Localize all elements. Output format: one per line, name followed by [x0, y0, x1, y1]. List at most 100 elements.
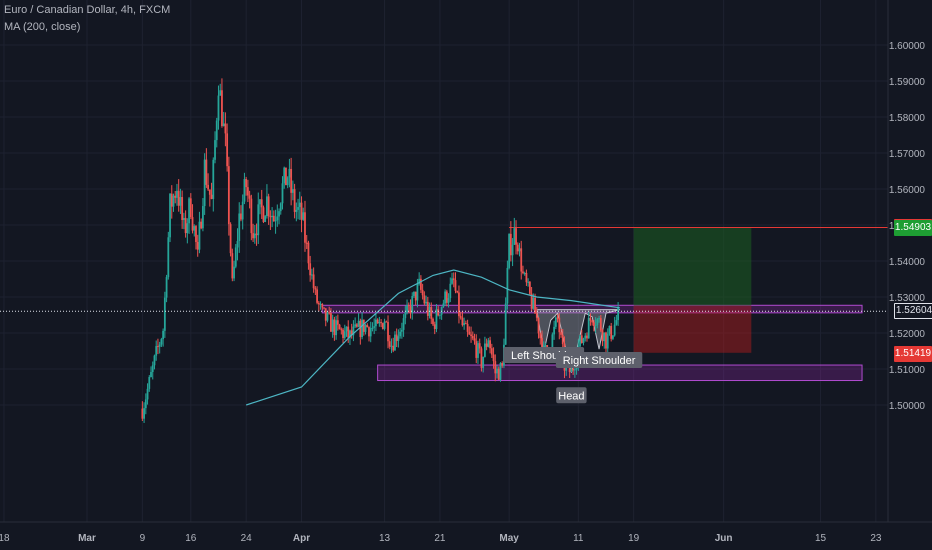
- candle-body: [570, 368, 573, 372]
- x-tick-label: Jun: [715, 533, 733, 544]
- candle-body: [385, 321, 388, 323]
- candle-body: [257, 204, 260, 236]
- candle-body: [459, 316, 462, 318]
- y-tick-label: 1.53000: [889, 293, 926, 304]
- candle-body: [375, 319, 377, 327]
- candle-body: [551, 334, 554, 352]
- candle-body: [473, 338, 476, 342]
- candle-body: [511, 244, 514, 256]
- candle-body: [433, 324, 436, 329]
- indicator-legend[interactable]: MA (200, close): [4, 21, 81, 33]
- candle-body: [345, 326, 348, 332]
- candle-body: [226, 133, 229, 167]
- y-tick-label: 1.59000: [889, 77, 926, 88]
- candle-body: [319, 304, 322, 306]
- candle-body: [355, 324, 358, 327]
- candle-body: [522, 271, 524, 274]
- candle-body: [347, 326, 350, 338]
- candle-body: [362, 319, 365, 332]
- candle-body: [392, 345, 395, 351]
- candle-body: [452, 278, 455, 281]
- candle-body: [184, 217, 187, 234]
- candle-body: [253, 233, 256, 239]
- time-axis-bg: [0, 522, 932, 550]
- candle-body: [527, 281, 530, 283]
- moving-average-line: [245, 269, 620, 406]
- candle-body: [350, 330, 353, 336]
- candle-body: [238, 213, 241, 242]
- candle-body: [407, 305, 410, 307]
- candle-body: [458, 292, 460, 317]
- candle-body: [598, 318, 600, 320]
- candle-body: [274, 220, 277, 222]
- candle-body: [314, 288, 317, 290]
- long-position-box[interactable]: [509, 227, 888, 353]
- candle-body: [461, 317, 464, 326]
- candle-body: [560, 332, 562, 335]
- x-tick-label: Mar: [78, 533, 96, 544]
- candle-body: [437, 309, 440, 316]
- candle-body: [454, 280, 457, 291]
- candle-body: [279, 203, 282, 212]
- candle-body: [504, 303, 507, 345]
- candle-body: [416, 283, 419, 301]
- candle-body: [328, 312, 331, 314]
- x-tick-label: Apr: [293, 533, 310, 544]
- candle-body: [248, 195, 251, 199]
- candle-body: [414, 291, 417, 301]
- candle-body: [214, 140, 216, 160]
- candle-body: [485, 343, 488, 347]
- candle-body: [586, 335, 588, 339]
- candle-body: [217, 95, 220, 121]
- candle-body: [516, 244, 519, 252]
- candle-body: [556, 317, 559, 319]
- candle-body: [259, 199, 261, 205]
- candle-body: [478, 343, 481, 349]
- candle-body: [281, 183, 284, 204]
- candle-body: [191, 217, 194, 231]
- candle-body: [383, 321, 386, 329]
- candle-body: [376, 319, 379, 324]
- candle-body: [381, 323, 384, 329]
- candle-body: [335, 320, 338, 336]
- candle-body: [293, 189, 296, 212]
- price-axis-bg: [888, 0, 932, 550]
- candle-body: [530, 293, 533, 309]
- candle-body: [236, 241, 239, 248]
- candle-body: [475, 341, 478, 358]
- candle-body: [207, 184, 209, 190]
- candle-body: [357, 320, 360, 327]
- candle-body: [324, 308, 327, 321]
- price-tag: 1.54903: [894, 220, 932, 237]
- candle-body: [336, 320, 339, 325]
- candle-body: [151, 365, 154, 373]
- candle-body: [482, 356, 485, 368]
- candle-body: [594, 324, 597, 326]
- candle-body: [387, 322, 389, 342]
- ma-200-line: [245, 269, 620, 406]
- candle-body: [447, 298, 450, 303]
- candle-body: [599, 318, 602, 331]
- candle-body: [409, 306, 412, 314]
- candle-body: [484, 343, 486, 357]
- candle-body: [255, 233, 258, 236]
- candle-body: [573, 369, 576, 371]
- candle-body: [497, 368, 500, 380]
- x-tick-label: 13: [379, 533, 391, 544]
- candle-body: [170, 193, 173, 207]
- candle-body: [371, 327, 374, 329]
- y-tick-label: 1.57000: [889, 149, 926, 160]
- candle-body: [212, 159, 215, 199]
- x-tick-label: 9: [140, 533, 146, 544]
- candle-body: [605, 332, 607, 349]
- candle-body: [231, 253, 234, 279]
- candle-body: [276, 216, 279, 221]
- candle-body: [266, 196, 268, 217]
- candle-body: [195, 226, 197, 243]
- y-tick-label: 1.56000: [889, 185, 926, 196]
- symbol-title[interactable]: Euro / Canadian Dollar, 4h, FXCM: [4, 4, 171, 16]
- candle-body: [182, 217, 185, 220]
- candle-body: [494, 361, 497, 374]
- candle-body: [359, 320, 362, 338]
